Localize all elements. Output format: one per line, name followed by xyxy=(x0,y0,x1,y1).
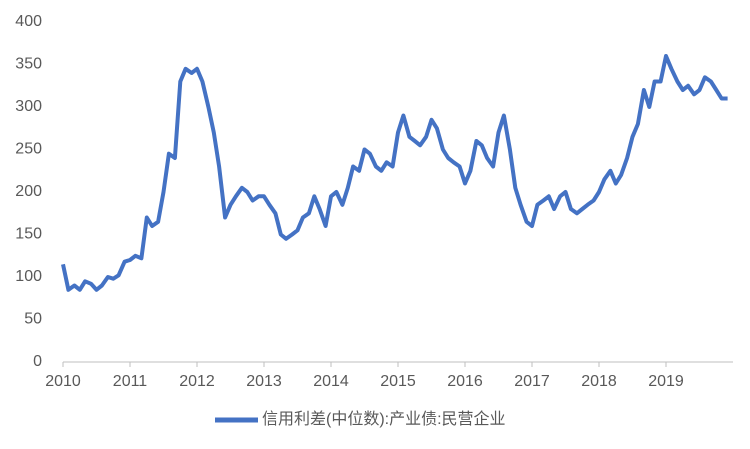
x-tick-label: 2012 xyxy=(179,373,215,390)
y-tick-label: 150 xyxy=(15,226,42,243)
y-tick-label: 50 xyxy=(24,311,42,328)
y-tick-label: 0 xyxy=(33,353,42,370)
y-tick-label: 200 xyxy=(15,183,42,200)
x-tick-label: 2013 xyxy=(246,373,282,390)
y-tick-label: 300 xyxy=(15,98,42,115)
data-line xyxy=(61,54,728,292)
y-tick-label: 100 xyxy=(15,268,42,285)
x-tick-label: 2017 xyxy=(514,373,550,390)
x-tick-label: 2019 xyxy=(648,373,684,390)
x-tick-label: 2016 xyxy=(447,373,483,390)
x-tick-label: 2018 xyxy=(581,373,617,390)
y-tick-label: 250 xyxy=(15,141,42,158)
x-tick-label: 2010 xyxy=(45,373,81,390)
x-tick-label: 2014 xyxy=(313,373,349,390)
x-tick-label: 2015 xyxy=(380,373,416,390)
x-tick-label: 2011 xyxy=(113,373,148,390)
legend-label: 信用利差(中位数):产业债:民营企业 xyxy=(262,410,506,428)
y-tick-label: 400 xyxy=(15,13,42,30)
y-tick-label: 350 xyxy=(15,56,42,73)
